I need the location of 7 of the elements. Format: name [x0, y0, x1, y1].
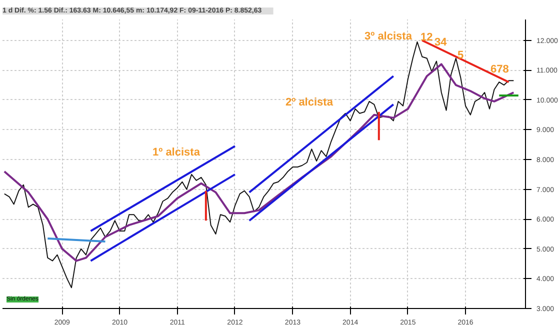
- annotation: 34: [434, 36, 448, 48]
- annotation: 2º alcista: [286, 96, 334, 108]
- annotation: 3º alcista: [364, 30, 413, 42]
- annotation: 12: [420, 32, 433, 44]
- line-series: [3, 63, 515, 262]
- annotation: 678: [490, 64, 509, 76]
- annotation: 1º alcista: [152, 146, 201, 158]
